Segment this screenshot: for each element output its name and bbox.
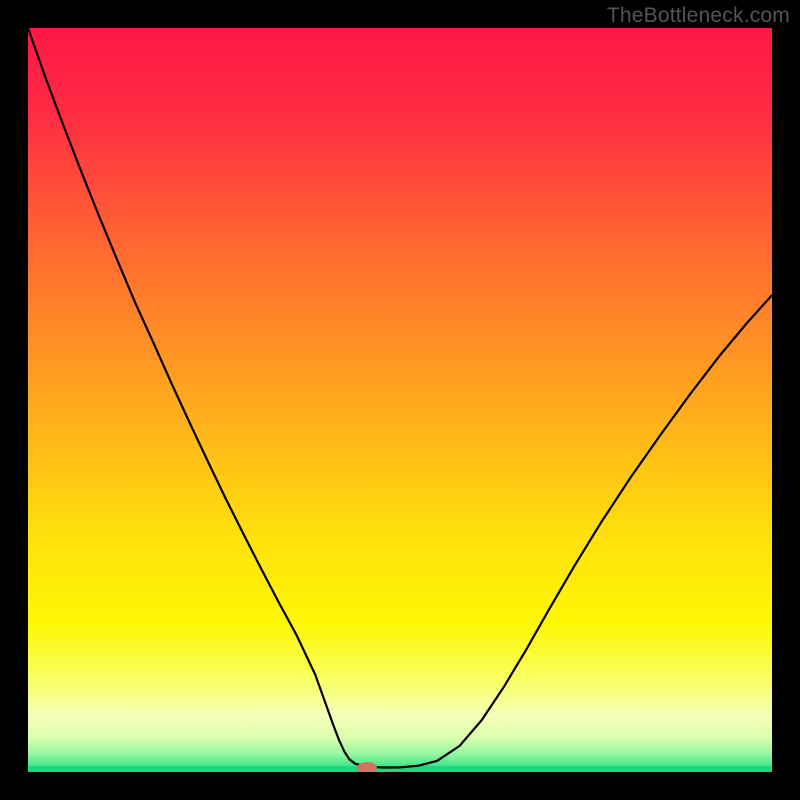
minimum-marker	[357, 762, 377, 772]
chart-frame: TheBottleneck.com	[0, 0, 800, 800]
plot-area	[28, 28, 772, 772]
bottleneck-curve	[28, 28, 772, 772]
curve-path	[28, 28, 772, 768]
watermark-text: TheBottleneck.com	[607, 4, 790, 28]
